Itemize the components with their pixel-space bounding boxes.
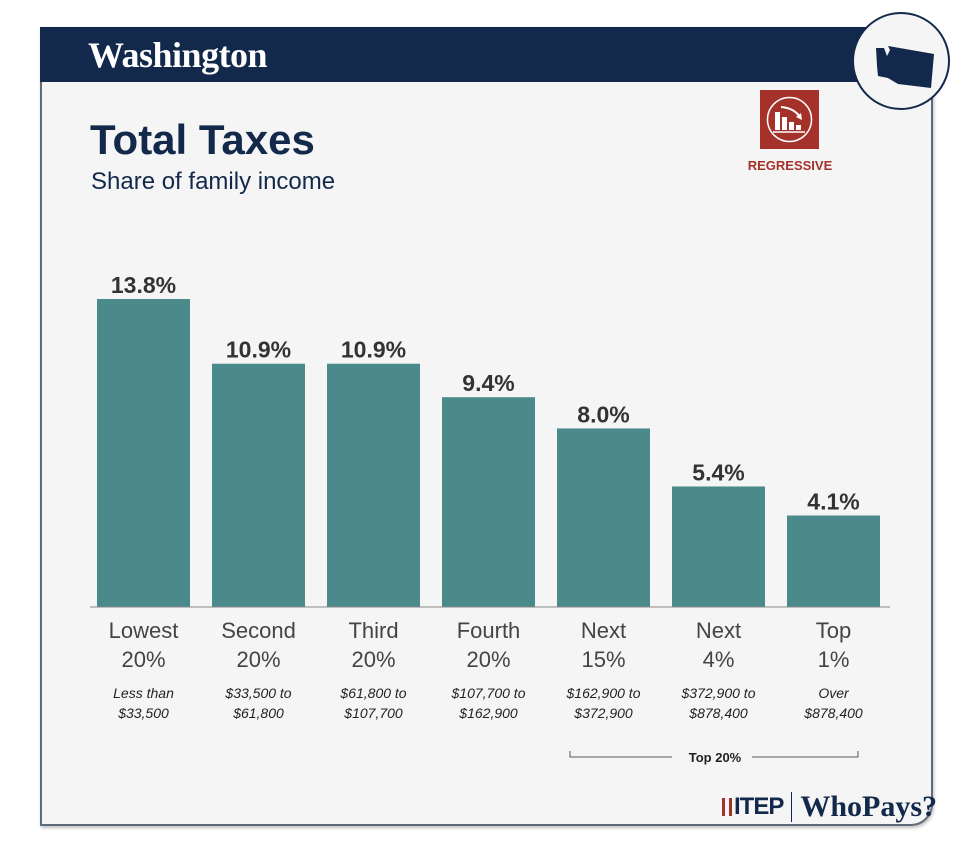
category-label: Second — [221, 618, 296, 643]
itep-bars-icon — [722, 798, 732, 816]
bar — [787, 515, 880, 607]
category-label: Fourth — [457, 618, 521, 643]
value-label: 13.8% — [111, 272, 176, 298]
category-label: Next — [696, 618, 741, 643]
value-label: 8.0% — [577, 401, 629, 427]
income-range: $33,500 — [117, 705, 169, 721]
category-label: Next — [581, 618, 626, 643]
income-range: $372,900 — [573, 705, 633, 721]
value-label: 4.1% — [807, 488, 859, 514]
income-range: $162,900 to — [566, 685, 641, 701]
category-label: Lowest — [109, 618, 179, 643]
category-label: 15% — [581, 647, 625, 672]
category-label: Top — [816, 618, 851, 643]
income-range: $61,800 — [232, 705, 284, 721]
brand-logo: ITEP WhoPays? — [722, 790, 937, 824]
bar — [672, 486, 765, 607]
category-label: 1% — [818, 647, 850, 672]
regressive-bars-icon — [760, 90, 819, 149]
top-20-label: Top 20% — [688, 750, 742, 765]
bar — [212, 363, 305, 607]
state-name: Washington — [88, 35, 268, 75]
category-label: 20% — [236, 647, 280, 672]
value-label: 10.9% — [226, 337, 291, 363]
logo-divider — [791, 792, 793, 822]
income-range: $61,800 to — [339, 685, 406, 701]
washington-map-icon — [852, 12, 950, 110]
category-label: 4% — [703, 647, 735, 672]
value-label: 5.4% — [692, 459, 744, 485]
bar — [327, 363, 420, 607]
category-label: Third — [348, 618, 398, 643]
regressive-label: REGRESSIVE — [747, 158, 833, 173]
income-range: $107,700 to — [451, 685, 526, 701]
income-range: $878,400 — [688, 705, 748, 721]
itep-logo: ITEP — [734, 793, 784, 820]
category-label: 20% — [466, 647, 510, 672]
chart-subtitle: Share of family income — [91, 168, 336, 195]
category-label: 20% — [121, 647, 165, 672]
income-range: Less than — [113, 685, 174, 701]
income-range: Over — [818, 685, 850, 701]
value-label: 9.4% — [462, 370, 514, 396]
chart-title: Total Taxes — [90, 116, 315, 163]
bar — [442, 397, 535, 607]
category-label: 20% — [351, 647, 395, 672]
income-range: $33,500 to — [224, 685, 291, 701]
header-bar — [40, 27, 880, 82]
whopays-logo: WhoPays? — [800, 790, 938, 823]
top-20-bracket — [569, 751, 859, 758]
bar — [97, 299, 190, 607]
income-range: $107,700 — [343, 705, 403, 721]
bar — [557, 428, 650, 607]
value-label: 10.9% — [341, 337, 406, 363]
income-range: $162,900 — [458, 705, 518, 721]
income-range: $372,900 to — [681, 685, 756, 701]
income-range: $878,400 — [803, 705, 863, 721]
